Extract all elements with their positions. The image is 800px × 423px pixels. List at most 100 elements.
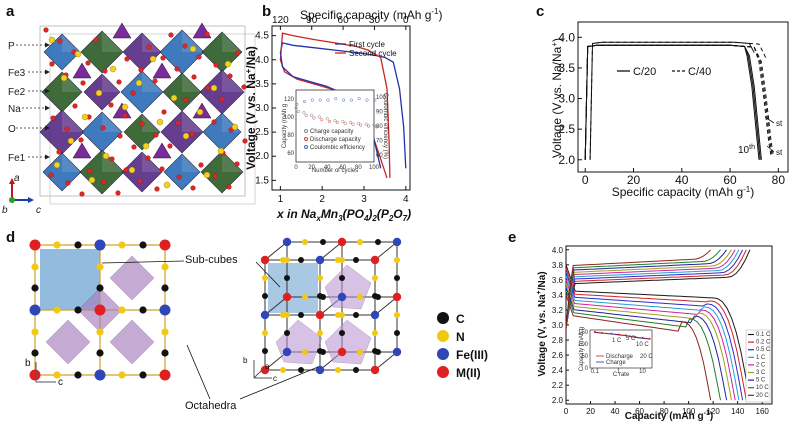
inset-b-x-tick: 100: [369, 165, 380, 171]
top-tick-label-b: 120: [272, 15, 289, 26]
oxygen-atom: [175, 120, 181, 126]
sodium-atom: [210, 84, 218, 92]
inset-b-efficiency-point: [318, 98, 322, 102]
x-tick-label-b: 3: [361, 194, 367, 205]
c-atom: [161, 284, 169, 292]
legend-e-entry: 20 C: [756, 393, 769, 399]
inset-b-y2-tick: 90: [376, 110, 383, 116]
sodium-atom: [81, 113, 89, 121]
legend-b-second: Second cycle: [349, 49, 397, 58]
oxygen-atom: [137, 178, 143, 184]
polyhedron-highlight: [182, 154, 200, 172]
oxygen-atom: [102, 68, 108, 74]
c-atom-3d: [298, 367, 304, 373]
m-atom-3d: [370, 365, 380, 375]
plot-frame-c: [577, 21, 789, 173]
curve-b: [279, 32, 391, 178]
charge-curve-e: [565, 249, 747, 329]
legend-e: 0.1 C 0.2 C0.5 C 1 C2 C 3 C 5 C10 C 20 C: [745, 329, 771, 403]
inset-b-y2-tick: 80: [376, 124, 383, 130]
charge-curve-e: [565, 249, 744, 329]
inset-e-x-tick: 10: [639, 369, 646, 375]
oxygen-atom: [176, 174, 182, 180]
y-tick-label-e: 2.6: [552, 351, 564, 360]
inset-b-charge-point: [325, 117, 329, 121]
sodium-atom: [203, 171, 211, 179]
axis-triad-d-left: b c: [25, 358, 63, 388]
inset-e-y-tick: 50: [581, 354, 588, 360]
oxygen-atom: [146, 44, 152, 50]
y-tick-label-e: 3.0: [552, 321, 564, 330]
legend-e-entry: 0.2 C: [756, 340, 771, 346]
oxygen-atom: [183, 97, 189, 103]
oxygen-atom: [152, 78, 158, 84]
c-atom-3d: [339, 275, 345, 281]
y-tick-label-b: 1.5: [255, 175, 269, 186]
atom-label-arrowhead: [45, 105, 50, 111]
polyhedron-highlight: [62, 153, 81, 172]
frame-edge-depth: [264, 241, 288, 261]
curve-c: [584, 44, 761, 160]
inset-b-discharge-point: [335, 120, 339, 124]
x-tick-label-e: 100: [682, 407, 696, 416]
top-tick-label-b: 30: [369, 15, 381, 26]
inset-b-ylabel-right: Coulombic efficiency (%): [382, 93, 388, 159]
axes-e: 2.0 2.2 2.4 2.6 2.8 3.0 3.2 3.4 3.6 3.8 4.0 0 20 40 60…: [552, 246, 770, 416]
inset-e-rate-5c: 5 C: [626, 336, 636, 342]
legend-d-nitrogen-dot: [437, 330, 449, 342]
sodium-atom: [95, 89, 103, 97]
oxygen-atom: [78, 137, 84, 143]
inset-b-efficiency-point: [326, 98, 330, 102]
legend-d-carbon: C: [456, 312, 465, 326]
oxygen-atom: [219, 96, 225, 102]
fe-atom-3d: [282, 237, 292, 247]
inset-b-legend-discharge-marker: [304, 137, 308, 141]
n-atom: [161, 263, 169, 271]
sodium-atom: [74, 50, 82, 58]
c-atom-3d: [320, 239, 326, 245]
polyhedron-highlight: [182, 73, 201, 92]
c-atom-3d: [339, 330, 345, 336]
inset-e-point: [634, 336, 637, 339]
oxygen-atom: [154, 186, 160, 192]
axis-triad-d-right: b a c: [243, 356, 277, 383]
oxygen-atom: [161, 109, 167, 115]
n-atom-3d: [372, 330, 378, 336]
y-tick-label-e: 4.0: [552, 246, 564, 255]
m-atom: [29, 239, 41, 251]
oxygen-atom: [43, 27, 49, 33]
annotations-c: 10th st st: [738, 116, 783, 157]
inset-e-point: [600, 331, 603, 334]
x-tick-label-b: 2: [319, 194, 325, 205]
axes-b: 1.5 2.0 2.5 3.0 3.5 4.0 4.5 1 2 3 4 120 90 60 30 0: [255, 15, 409, 205]
oxygen-atom: [50, 115, 56, 121]
oxygen-atom: [108, 102, 114, 108]
atom-label: P: [8, 41, 15, 52]
inset-b-discharge-point: [327, 119, 332, 124]
discharge-curve-e: [565, 290, 721, 401]
inset-b-charge-point: [356, 121, 360, 125]
panel-label-d: d: [6, 229, 15, 246]
x-tick-label-c: 60: [723, 173, 737, 187]
oxygen-atom: [160, 55, 166, 61]
phosphate-tetrahedron: [112, 102, 132, 119]
y-tick-label-e: 3.2: [552, 306, 564, 315]
atom-label: O: [8, 124, 16, 135]
inset-b-x-tick: 60: [339, 165, 346, 171]
inset-e-legend-discharge: Discharge: [606, 354, 634, 360]
y-tick-label-b: 2.5: [255, 127, 269, 138]
c-atom-3d: [284, 275, 290, 281]
y-tick-label-c: 3.5: [558, 61, 575, 75]
x-tick-label-c: 0: [582, 173, 589, 187]
legend-c-c40: C/40: [688, 66, 711, 78]
panel-label-b: b: [262, 3, 271, 20]
n-atom-3d: [302, 349, 308, 355]
sodium-atom: [196, 108, 204, 116]
panel-label-e: e: [508, 229, 516, 246]
inset-e-ylabel: Capacity (mAh g: [579, 327, 585, 371]
m-atom: [159, 239, 171, 251]
n-atom: [118, 371, 126, 379]
octahedron: [45, 319, 91, 365]
fe-atom-3d: [315, 365, 325, 375]
